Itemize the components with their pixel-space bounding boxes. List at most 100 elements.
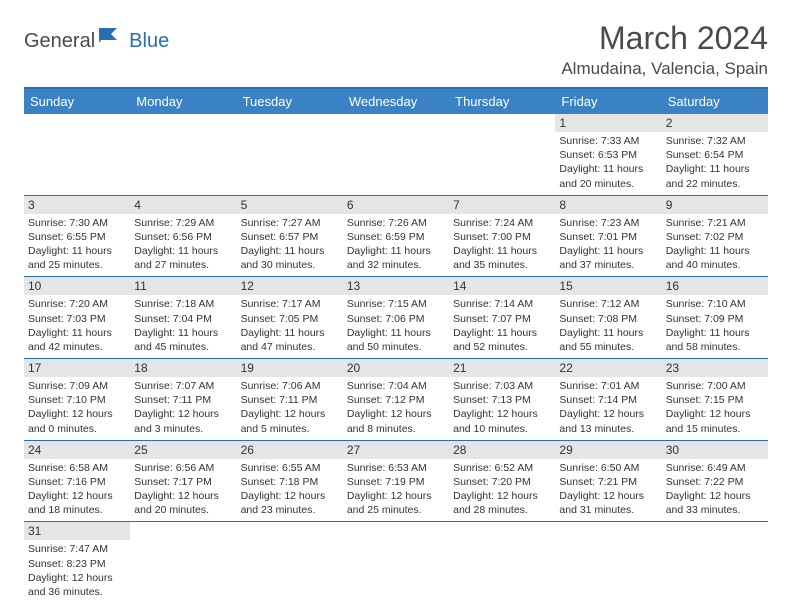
calendar-table: Sunday Monday Tuesday Wednesday Thursday…: [24, 87, 768, 603]
daylight-text: Daylight: 11 hours and 37 minutes.: [559, 244, 657, 272]
daylight-text: Daylight: 11 hours and 35 minutes.: [453, 244, 551, 272]
day-number: 23: [662, 359, 768, 377]
day-details: Sunrise: 7:07 AMSunset: 7:11 PMDaylight:…: [130, 377, 236, 440]
calendar-day-cell: [237, 114, 343, 195]
calendar-day-cell: [130, 522, 236, 603]
sunset-text: Sunset: 7:18 PM: [241, 475, 339, 489]
sunrise-text: Sunrise: 7:29 AM: [134, 216, 232, 230]
brand-part1: General: [24, 30, 95, 53]
day-details: Sunrise: 6:53 AMSunset: 7:19 PMDaylight:…: [343, 459, 449, 522]
title-block: March 2024 Almudaina, Valencia, Spain: [561, 20, 768, 79]
day-number: 11: [130, 277, 236, 295]
sunrise-text: Sunrise: 6:58 AM: [28, 461, 126, 475]
sunset-text: Sunset: 7:20 PM: [453, 475, 551, 489]
day-details: Sunrise: 7:12 AMSunset: 7:08 PMDaylight:…: [555, 295, 661, 358]
day-number: 24: [24, 441, 130, 459]
sunset-text: Sunset: 7:04 PM: [134, 312, 232, 326]
daylight-text: Daylight: 11 hours and 50 minutes.: [347, 326, 445, 354]
weekday-header: Wednesday: [343, 88, 449, 114]
sunset-text: Sunset: 7:08 PM: [559, 312, 657, 326]
calendar-day-cell: 27Sunrise: 6:53 AMSunset: 7:19 PMDayligh…: [343, 440, 449, 522]
sunrise-text: Sunrise: 7:24 AM: [453, 216, 551, 230]
daylight-text: Daylight: 11 hours and 30 minutes.: [241, 244, 339, 272]
sunrise-text: Sunrise: 7:26 AM: [347, 216, 445, 230]
day-number: 18: [130, 359, 236, 377]
day-number: 26: [237, 441, 343, 459]
calendar-day-cell: 23Sunrise: 7:00 AMSunset: 7:15 PMDayligh…: [662, 359, 768, 441]
daylight-text: Daylight: 11 hours and 22 minutes.: [666, 162, 764, 190]
sunset-text: Sunset: 7:00 PM: [453, 230, 551, 244]
calendar-day-cell: [449, 522, 555, 603]
sunrise-text: Sunrise: 7:21 AM: [666, 216, 764, 230]
daylight-text: Daylight: 12 hours and 31 minutes.: [559, 489, 657, 517]
sunrise-text: Sunrise: 7:04 AM: [347, 379, 445, 393]
day-details: Sunrise: 7:03 AMSunset: 7:13 PMDaylight:…: [449, 377, 555, 440]
sunrise-text: Sunrise: 7:18 AM: [134, 297, 232, 311]
sunrise-text: Sunrise: 7:14 AM: [453, 297, 551, 311]
sunset-text: Sunset: 7:12 PM: [347, 393, 445, 407]
day-details: Sunrise: 7:10 AMSunset: 7:09 PMDaylight:…: [662, 295, 768, 358]
sunrise-text: Sunrise: 6:56 AM: [134, 461, 232, 475]
calendar-day-cell: 25 Sunrise: 6:56 AMSunset: 7:17 PMDayligh…: [130, 440, 236, 522]
day-details: Sunrise: 7:01 AMSunset: 7:14 PMDaylight:…: [555, 377, 661, 440]
sunset-text: Sunset: 7:03 PM: [28, 312, 126, 326]
day-number: 2: [662, 114, 768, 132]
sunset-text: Sunset: 7:17 PM: [134, 475, 232, 489]
day-details: Sunrise: 7:26 AMSunset: 6:59 PMDaylight:…: [343, 214, 449, 277]
daylight-text: Daylight: 12 hours and 5 minutes.: [241, 407, 339, 435]
day-details: Sunrise: 7:32 AMSunset: 6:54 PMDaylight:…: [662, 132, 768, 195]
day-number: 3: [24, 196, 130, 214]
day-details: Sunrise: 7:06 AMSunset: 7:11 PMDaylight:…: [237, 377, 343, 440]
day-number: 25: [130, 441, 236, 459]
sunset-text: Sunset: 7:10 PM: [28, 393, 126, 407]
day-number: 31: [24, 522, 130, 540]
day-number: 10: [24, 277, 130, 295]
calendar-day-cell: 8Sunrise: 7:23 AMSunset: 7:01 PMDaylight…: [555, 195, 661, 277]
daylight-text: Daylight: 12 hours and 28 minutes.: [453, 489, 551, 517]
calendar-day-cell: 3Sunrise: 7:30 AMSunset: 6:55 PMDaylight…: [24, 195, 130, 277]
daylight-text: Daylight: 11 hours and 27 minutes.: [134, 244, 232, 272]
daylight-text: Daylight: 12 hours and 8 minutes.: [347, 407, 445, 435]
sunrise-text: Sunrise: 6:50 AM: [559, 461, 657, 475]
day-details: Sunrise: 6:55 AMSunset: 7:18 PMDaylight:…: [237, 459, 343, 522]
calendar-day-cell: 9 Sunrise: 7:21 AMSunset: 7:02 PMDaylight…: [662, 195, 768, 277]
location-label: Almudaina, Valencia, Spain: [561, 59, 768, 79]
calendar-week-row: 17Sunrise: 7:09 AMSunset: 7:10 PMDayligh…: [24, 359, 768, 441]
day-number: 7: [449, 196, 555, 214]
sunrise-text: Sunrise: 6:55 AM: [241, 461, 339, 475]
calendar-day-cell: [237, 522, 343, 603]
daylight-text: Daylight: 11 hours and 45 minutes.: [134, 326, 232, 354]
calendar-day-cell: [343, 114, 449, 195]
sunrise-text: Sunrise: 7:01 AM: [559, 379, 657, 393]
daylight-text: Daylight: 11 hours and 58 minutes.: [666, 326, 764, 354]
sunrise-text: Sunrise: 7:47 AM: [28, 542, 126, 556]
day-number: 14: [449, 277, 555, 295]
calendar-week-row: 10Sunrise: 7:20 AMSunset: 7:03 PMDayligh…: [24, 277, 768, 359]
day-number: 9: [662, 196, 768, 214]
daylight-text: Daylight: 12 hours and 33 minutes.: [666, 489, 764, 517]
daylight-text: Daylight: 11 hours and 40 minutes.: [666, 244, 764, 272]
sunset-text: Sunset: 6:59 PM: [347, 230, 445, 244]
sunset-text: Sunset: 6:53 PM: [559, 148, 657, 162]
sunrise-text: Sunrise: 7:12 AM: [559, 297, 657, 311]
page-title: March 2024: [561, 20, 768, 57]
calendar-day-cell: 31Sunrise: 7:47 AMSunset: 8:23 PMDayligh…: [24, 522, 130, 603]
day-details: Sunrise: 7:20 AMSunset: 7:03 PMDaylight:…: [24, 295, 130, 358]
calendar-day-cell: 2Sunrise: 7:32 AMSunset: 6:54 PMDaylight…: [662, 114, 768, 195]
daylight-text: Daylight: 12 hours and 20 minutes.: [134, 489, 232, 517]
calendar-day-cell: 17Sunrise: 7:09 AMSunset: 7:10 PMDayligh…: [24, 359, 130, 441]
flag-icon: [99, 26, 127, 49]
sunset-text: Sunset: 6:57 PM: [241, 230, 339, 244]
sunset-text: Sunset: 7:11 PM: [134, 393, 232, 407]
calendar-week-row: 3Sunrise: 7:30 AMSunset: 6:55 PMDaylight…: [24, 195, 768, 277]
daylight-text: Daylight: 11 hours and 25 minutes.: [28, 244, 126, 272]
calendar-day-cell: 28Sunrise: 6:52 AMSunset: 7:20 PMDayligh…: [449, 440, 555, 522]
sunrise-text: Sunrise: 7:17 AM: [241, 297, 339, 311]
sunset-text: Sunset: 7:01 PM: [559, 230, 657, 244]
calendar-day-cell: 19Sunrise: 7:06 AMSunset: 7:11 PMDayligh…: [237, 359, 343, 441]
daylight-text: Daylight: 11 hours and 32 minutes.: [347, 244, 445, 272]
day-details: Sunrise: 7:15 AMSunset: 7:06 PMDaylight:…: [343, 295, 449, 358]
day-number: 21: [449, 359, 555, 377]
sunset-text: Sunset: 7:02 PM: [666, 230, 764, 244]
day-details: Sunrise: 6:58 AMSunset: 7:16 PMDaylight:…: [24, 459, 130, 522]
